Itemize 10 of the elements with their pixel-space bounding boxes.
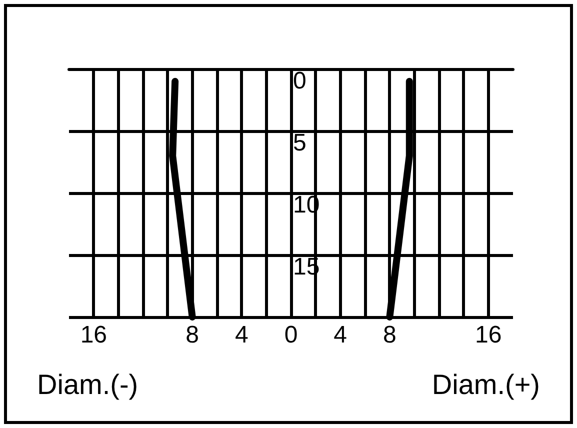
x-tick-label: 8 <box>382 322 396 348</box>
text: Diam.(-) <box>37 369 138 401</box>
text: Diam.(+) <box>432 369 540 401</box>
y-tick-label: 5 <box>293 130 306 156</box>
x-tick-label: 4 <box>334 322 348 348</box>
x-tick-label: 8 <box>186 322 200 348</box>
x-tick-label: 4 <box>234 322 248 348</box>
x-tick-label: 16 <box>80 322 108 348</box>
y-tick-label: 0 <box>293 68 306 94</box>
x-tick-label: 16 <box>474 322 502 348</box>
